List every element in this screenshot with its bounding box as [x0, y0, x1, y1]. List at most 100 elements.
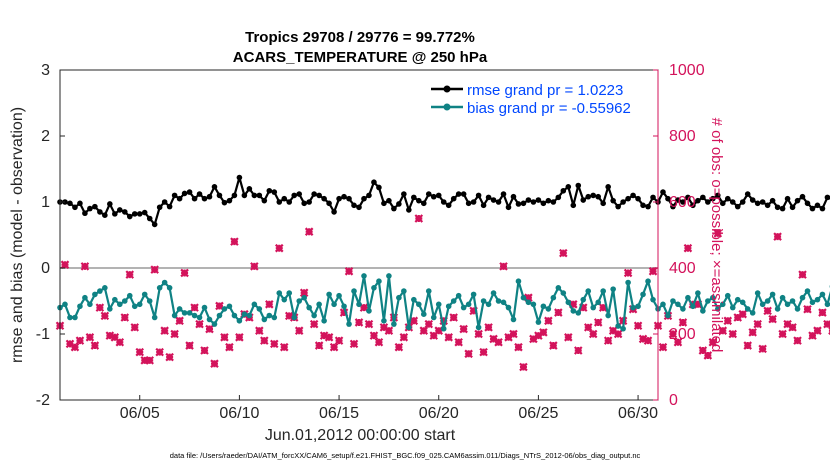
rmse-point	[426, 191, 432, 197]
assimilated-point	[370, 332, 377, 339]
bias-point	[326, 292, 332, 298]
rmse-point	[267, 188, 273, 194]
bias-point	[112, 297, 118, 303]
rmse-point	[286, 199, 292, 205]
assimilated-point	[420, 327, 427, 334]
rmse-point	[252, 193, 258, 199]
assimilated-point	[331, 344, 338, 351]
rmse-point	[645, 204, 651, 210]
rmse-point	[311, 191, 317, 197]
rmse-point	[471, 199, 477, 205]
assimilated-point	[116, 339, 123, 346]
rmse-point	[291, 193, 297, 199]
x-axis-label: Jun.01,2012 00:00:00 start	[265, 427, 456, 444]
rmse-point	[381, 201, 387, 207]
x-tick-label: 06/15	[319, 405, 359, 422]
assimilated-point	[540, 329, 547, 336]
bias-point	[770, 292, 776, 298]
bias-point	[426, 288, 432, 294]
bias-point	[556, 285, 562, 291]
bias-point	[471, 292, 477, 298]
bias-point	[376, 278, 382, 284]
assimilated-point	[221, 334, 228, 341]
rmse-point	[785, 196, 791, 202]
assimilated-point	[231, 238, 238, 245]
y-tick-label: 3	[41, 62, 50, 79]
assimilated-point	[281, 344, 288, 351]
footnote: data file: /Users/raeder/DAI/ATM_forcXX/…	[170, 451, 641, 460]
rmse-point	[521, 201, 527, 207]
assimilated-point	[744, 342, 751, 349]
assimilated-point	[475, 331, 482, 338]
rmse-point	[615, 204, 621, 210]
rmse-point	[825, 195, 830, 201]
bias-point	[820, 292, 826, 298]
rmse-point	[441, 199, 447, 205]
rmse-point	[82, 210, 88, 216]
assimilated-point	[385, 327, 392, 334]
bias-point	[336, 293, 342, 299]
bias-point	[645, 278, 651, 284]
bias-point	[795, 306, 801, 312]
bias-point	[381, 318, 387, 324]
assimilated-point	[400, 334, 407, 341]
legend-rmse-label: rmse grand pr = 1.0223	[467, 82, 623, 99]
rmse-point	[506, 204, 512, 210]
bias-point	[172, 313, 178, 319]
bias-point	[416, 302, 422, 308]
bias-point	[481, 298, 487, 304]
bias-point	[67, 315, 73, 321]
assimilated-point	[211, 360, 218, 367]
assimilated-point	[560, 250, 567, 257]
assimilated-point	[520, 364, 527, 371]
bias-point	[451, 298, 457, 304]
rmse-point	[396, 201, 402, 207]
bias-point	[561, 290, 567, 296]
bias-point	[805, 288, 811, 294]
assimilated-point	[495, 339, 502, 346]
rmse-point	[351, 203, 357, 209]
bias-point	[137, 302, 143, 308]
bias-point	[177, 306, 183, 312]
rmse-point	[326, 201, 332, 207]
rmse-point	[217, 193, 223, 199]
assimilated-point	[261, 337, 268, 344]
rmse-point	[580, 197, 586, 203]
assimilated-point	[196, 321, 203, 328]
rmse-point	[361, 196, 367, 202]
assimilated-point	[739, 311, 746, 318]
rmse-point	[610, 198, 616, 204]
x-tick-label: 06/20	[419, 405, 459, 422]
rmse-point	[296, 191, 302, 197]
y2-tick-label: 600	[669, 194, 696, 211]
rmse-point	[237, 175, 243, 181]
rmse-point	[177, 196, 183, 202]
bias-point	[391, 321, 397, 327]
bias-point	[242, 311, 248, 317]
bias-point	[132, 303, 138, 309]
rmse-point	[630, 193, 636, 199]
assimilated-point	[605, 337, 612, 344]
x-tick-label: 06/25	[518, 405, 558, 422]
bias-point	[511, 317, 517, 323]
rmse-point	[695, 198, 701, 204]
bias-point	[117, 302, 123, 308]
rmse-point	[446, 203, 452, 209]
x-tick-label: 06/10	[219, 405, 259, 422]
assimilated-point	[615, 331, 622, 338]
rmse-point	[202, 196, 208, 202]
rmse-point	[67, 201, 73, 207]
rmse-point	[316, 193, 322, 199]
bias-point	[800, 295, 806, 301]
bias-point	[341, 303, 347, 309]
bias-point	[700, 308, 706, 314]
assimilated-point	[121, 314, 128, 321]
rmse-point	[341, 194, 347, 200]
rmse-point	[466, 201, 472, 207]
bias-point	[296, 298, 302, 304]
chart-subtitle: ACARS_TEMPERATURE @ 250 hPa	[233, 49, 488, 66]
rmse-point	[107, 201, 113, 207]
rmse-point	[481, 203, 487, 209]
assimilated-point	[779, 331, 786, 338]
assimilated-point	[166, 354, 173, 361]
